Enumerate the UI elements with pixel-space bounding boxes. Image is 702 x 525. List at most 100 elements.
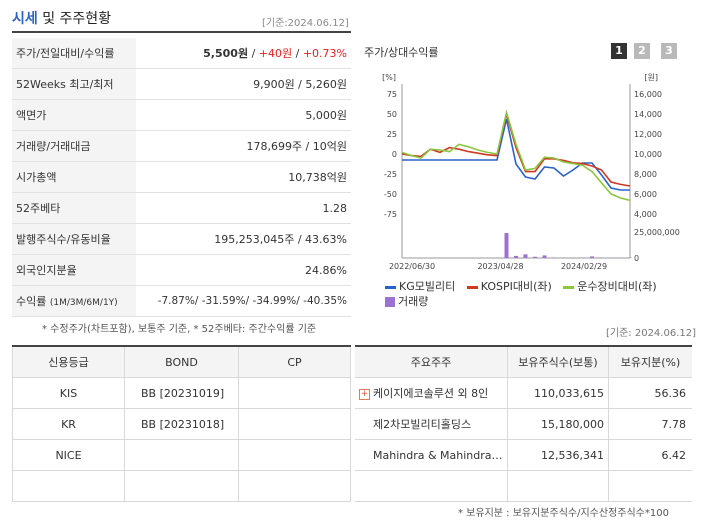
shareholder-row: Mahindra & Mahindra… 12,536,341 6.42 (355, 439, 692, 471)
left-tick-label: 50 (387, 110, 397, 119)
shareholders-table: 주요주주 보유주식수(보통) 보유지분(%) + 케이지에코솔루션 외 8인 110,03… (355, 345, 692, 502)
shareholder-name: Mahindra & Mahindra… (373, 448, 503, 462)
section-title: 시세 및 주주현황 (12, 8, 111, 28)
legend-kospi: KOSPI대비(좌) (466, 280, 552, 293)
left-tick-label: -75 (384, 210, 397, 219)
volume-bar (523, 254, 528, 258)
expand-icon[interactable]: + (359, 388, 370, 400)
quote-row: 시가총액 10,738억원 (12, 161, 351, 193)
right-tick-label: 10,000 (634, 150, 662, 159)
chart-tab-3[interactable]: 3 (661, 43, 677, 59)
return-label: 수익률 (1M/3M/6M/1Y) (12, 285, 136, 317)
left-axis-unit: [%] (382, 73, 396, 82)
quote-value: 9,900원 / 5,260원 (253, 78, 347, 91)
shareholder-pct: 6.42 (608, 439, 692, 471)
chart-base-date: [기준: 2024.06.12] (606, 328, 697, 339)
volume-tick-label: 25,000,000 (634, 228, 680, 237)
quote-row: 52Weeks 최고/최저 9,900원 / 5,260원 (12, 68, 351, 100)
left-tick-label: 0 (392, 150, 397, 159)
legend-kg-swatch (385, 285, 396, 289)
volume-bar (552, 257, 556, 258)
right-axis-unit: [원] (644, 73, 658, 82)
title-rest: 및 주주현황 (42, 11, 112, 27)
quote-value: 5,000원 (305, 109, 347, 122)
quote-row: 발행주식수/유동비율 195,253,045주 / 43.63% (12, 223, 351, 255)
right-tick-label: 8,000 (634, 170, 657, 179)
shareholder-name-cell: Mahindra & Mahindra… (355, 439, 508, 471)
quote-row: 52주베타 1.28 (12, 192, 351, 224)
quote-label: 52Weeks 최고/최저 (12, 68, 136, 100)
shareholder-shares: 15,180,000 (507, 408, 609, 440)
quote-label: 52주베타 (12, 192, 136, 224)
volume-bar (590, 256, 594, 258)
credit-row: KR BB [20231018] (12, 408, 351, 440)
quote-value-cell: 5,500원 / +40원 / +0.73% (136, 38, 351, 69)
chart-tab-2[interactable]: 2 (634, 43, 650, 59)
credit-header-row: 신용등급 BOND CP (12, 345, 351, 378)
return-row: 수익률 (1M/3M/6M/1Y) -7.87%/ -31.59%/ -34.9… (12, 285, 351, 317)
credit-cp (238, 408, 351, 440)
quote-label: 거래량/거래대금 (12, 130, 136, 162)
title-main: 시세 (12, 11, 38, 27)
shareholder-shares: 110,033,615 (507, 377, 609, 409)
quote-value-cell: 10,738억원 (136, 161, 351, 193)
quote-label: 주가/전일대비/수익률 (12, 38, 136, 69)
credit-bond (124, 439, 239, 471)
volume-bar (533, 256, 537, 258)
credit-row: KIS BB [20231019] (12, 377, 351, 409)
legend-industry-swatch (563, 285, 575, 289)
quote-value-cell: 9,900원 / 5,260원 (136, 68, 351, 100)
credit-header-cell: BOND (124, 345, 239, 378)
quote-value: 10,738억원 (288, 171, 347, 184)
legend-volume-swatch (385, 297, 395, 307)
series-line-kospi (401, 113, 631, 187)
right-tick-label: 6,000 (634, 190, 657, 199)
shareholder-row-empty (355, 470, 692, 502)
legend-kg: KG모빌리티 (385, 280, 455, 293)
left-tick-label: 75 (387, 90, 397, 99)
right-tick-label: 16,000 (634, 90, 662, 99)
chart-tab-1[interactable]: 1 (611, 43, 627, 59)
shareholders-header-cell: 주요주주 (355, 345, 508, 378)
price-chart: [%] [원] 75 50 25 0 -25 -50 -75 16,000 14,000 12,000… (382, 73, 680, 271)
credit-cp (238, 439, 351, 471)
volume-tick-label: 0 (634, 254, 639, 263)
quote-value: 178,699주 / 10억원 (246, 140, 347, 153)
shareholder-pct: 7.78 (608, 408, 692, 440)
shareholder-row: + 케이지에코솔루션 외 8인 110,033,615 56.36 (355, 377, 692, 409)
quote-row: 거래량/거래대금 178,699주 / 10억원 (12, 130, 351, 162)
credit-header-cell: 신용등급 (12, 345, 125, 378)
credit-header-cell: CP (238, 345, 351, 378)
shareholders-footnote: * 보유지분 : 보유지분주식수/지수산정주식수*100 (458, 508, 669, 519)
volume-bar (504, 233, 509, 258)
legend-volume: 거래량 (385, 293, 428, 309)
quote-label: 발행주식수/유동비율 (12, 223, 136, 255)
quote-label: 액면가 (12, 99, 136, 131)
credit-agency (12, 470, 125, 502)
series-line-kg (402, 118, 630, 191)
current-price: 5,500원 (203, 47, 249, 60)
x-tick-label: 2024/02/29 (561, 262, 607, 271)
shareholder-row: 제2차모빌리티홀딩스 15,180,000 7.78 (355, 408, 692, 440)
quote-value-cell: 195,253,045주 / 43.63% (136, 223, 351, 255)
shareholders-header-row: 주요주주 보유주식수(보통) 보유지분(%) (355, 345, 692, 378)
right-tick-label: 4,000 (634, 210, 657, 219)
credit-bond: BB [20231018] (124, 408, 239, 440)
shareholder-name-cell: + 케이지에코솔루션 외 8인 (355, 377, 508, 409)
credit-agency: NICE (12, 439, 125, 471)
legend-industry: 운수장비대비(좌) (563, 280, 657, 293)
credit-cp (238, 470, 351, 502)
credit-row (12, 470, 351, 502)
left-tick-label: -50 (384, 190, 397, 199)
credit-agency: KR (12, 408, 125, 440)
shareholders-header-cell: 보유주식수(보통) (507, 345, 609, 378)
credit-agency: KIS (12, 377, 125, 409)
quote-table: 주가/전일대비/수익률 5,500원 / +40원 / +0.73% 52Weeks… (12, 38, 351, 317)
quote-row: 외국인지분율 24.86% (12, 254, 351, 286)
quote-row: 액면가 5,000원 (12, 99, 351, 131)
quote-value: 1.28 (322, 201, 348, 215)
quote-row: 주가/전일대비/수익률 5,500원 / +40원 / +0.73% (12, 38, 351, 69)
chart-legend: KG모빌리티 KOSPI대비(좌) 운수장비대비(좌) (385, 278, 657, 294)
quote-label: 시가총액 (12, 161, 136, 193)
volume-bar (542, 255, 547, 258)
